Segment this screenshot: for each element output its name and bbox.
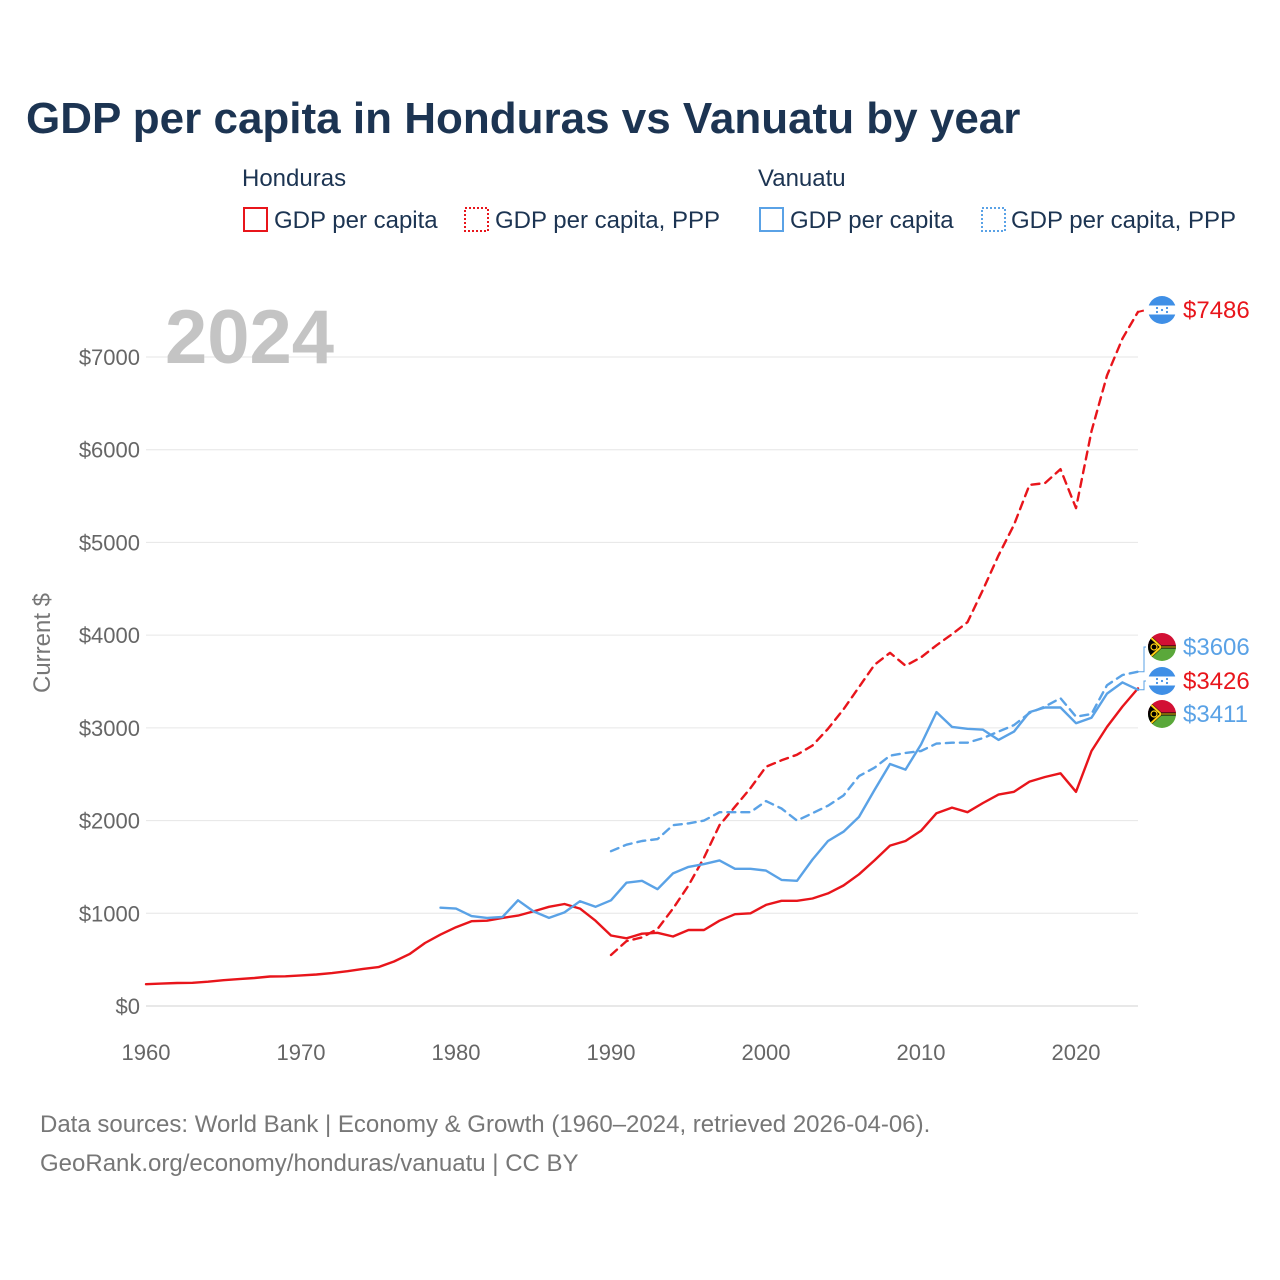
x-tick-label: 2000 xyxy=(742,1040,791,1065)
flag-honduras-icon xyxy=(1148,296,1176,324)
series-line-3 xyxy=(609,670,1140,853)
series-line-1 xyxy=(609,310,1140,957)
y-tick-label: $0 xyxy=(116,994,140,1019)
y-tick-label: $5000 xyxy=(79,530,140,555)
end-label-connector xyxy=(1137,309,1147,313)
legend-label-vanuatu-gdp-ppp: GDP per capita, PPP xyxy=(1011,207,1236,234)
x-tick-label: 1960 xyxy=(122,1040,171,1065)
source-line-2: GeoRank.org/economy/honduras/vanuatu | C… xyxy=(40,1150,579,1177)
end-labels: $7486 $3606 $3426 $3411 xyxy=(1137,296,1250,728)
x-tick-label: 1990 xyxy=(587,1040,636,1065)
end-label-value: $3606 xyxy=(1183,634,1250,661)
legend-label-vanuatu-gdp: GDP per capita xyxy=(790,207,954,234)
end-label-value: $7486 xyxy=(1183,297,1250,324)
y-tick-label: $2000 xyxy=(79,809,140,834)
end-label-value: $3411 xyxy=(1183,701,1248,728)
flag-vanuatu-icon xyxy=(1148,700,1176,728)
legend-group-label-vanuatu: Vanuatu xyxy=(758,165,846,192)
series-lines xyxy=(144,310,1140,986)
y-tick-label: $6000 xyxy=(79,438,140,463)
end-label-connector xyxy=(1138,680,1146,691)
year-watermark: 2024 xyxy=(165,295,334,380)
series-line-2 xyxy=(439,681,1140,920)
legend-group-honduras: Honduras GDP per capita GDP per capita, … xyxy=(242,165,720,234)
legend: Honduras GDP per capita GDP per capita, … xyxy=(242,165,1236,234)
legend-group-label-honduras: Honduras xyxy=(242,165,346,192)
legend-label-honduras-gdp: GDP per capita xyxy=(274,207,438,234)
legend-swatch-honduras-gdp-ppp xyxy=(464,207,489,232)
source-line-1: Data sources: World Bank | Economy & Gro… xyxy=(40,1111,930,1138)
flag-honduras-icon xyxy=(1148,667,1176,695)
y-tick-label: $1000 xyxy=(79,901,140,926)
series-line-0 xyxy=(144,687,1140,986)
y-tick-label: $4000 xyxy=(79,623,140,648)
x-tick-label: 1980 xyxy=(432,1040,481,1065)
legend-swatch-vanuatu-gdp xyxy=(759,207,784,232)
x-tick-label: 2020 xyxy=(1052,1040,1101,1065)
end-label-connector xyxy=(1138,646,1146,673)
x-tick-label: 1970 xyxy=(277,1040,326,1065)
end-label-value: $3426 xyxy=(1183,668,1250,695)
legend-swatch-vanuatu-gdp-ppp xyxy=(981,207,1006,232)
x-tick-label: 2010 xyxy=(897,1040,946,1065)
legend-group-vanuatu: Vanuatu GDP per capita GDP per capita, P… xyxy=(758,165,1236,234)
y-tick-label: $3000 xyxy=(79,716,140,741)
grid-lines xyxy=(146,356,1138,1007)
chart-title: GDP per capita in Honduras vs Vanuatu by… xyxy=(26,94,1020,143)
flag-vanuatu-icon xyxy=(1148,633,1176,661)
x-axis-ticks: 1960 1970 1980 1990 2000 2010 2020 xyxy=(122,1040,1101,1065)
legend-swatch-honduras-gdp xyxy=(243,207,268,232)
y-axis-ticks: $0 $1000 $2000 $3000 $4000 $5000 $6000 $7000 xyxy=(79,345,140,1019)
y-tick-label: $7000 xyxy=(79,345,140,370)
legend-label-honduras-gdp-ppp: GDP per capita, PPP xyxy=(495,207,720,234)
y-axis-title: Current $ xyxy=(29,593,56,693)
